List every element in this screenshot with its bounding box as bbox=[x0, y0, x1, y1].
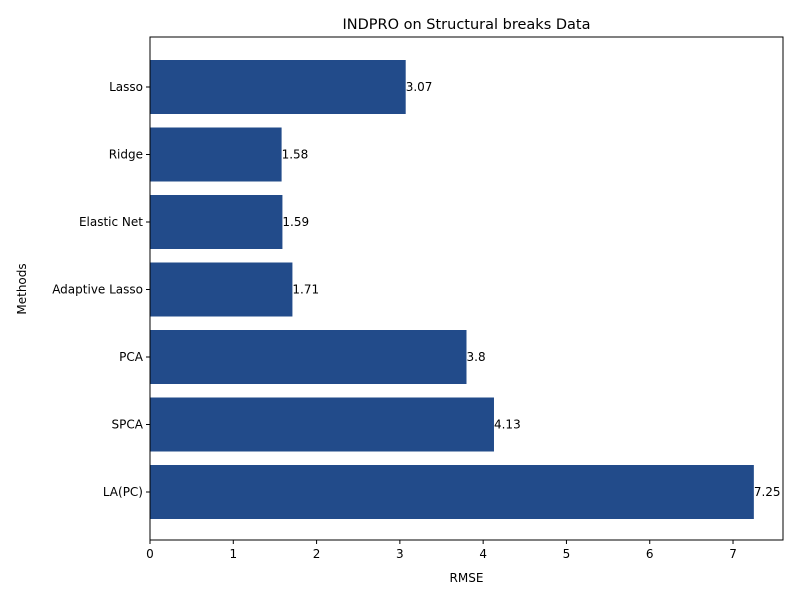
bar-value-label: 1.59 bbox=[282, 215, 309, 229]
x-tick-label: 4 bbox=[479, 547, 487, 561]
y-tick-label: SPCA bbox=[112, 418, 144, 432]
bar-value-label: 4.13 bbox=[494, 418, 521, 432]
bar-value-label: 1.71 bbox=[292, 283, 319, 297]
bar-value-label: 3.8 bbox=[467, 350, 486, 364]
y-tick-label: Ridge bbox=[109, 148, 143, 162]
x-tick-label: 6 bbox=[646, 547, 654, 561]
chart-title: INDPRO on Structural breaks Data bbox=[342, 17, 590, 33]
bar-value-label: 1.58 bbox=[282, 148, 309, 162]
bar bbox=[150, 262, 293, 317]
bar bbox=[150, 465, 754, 519]
y-tick-label: PCA bbox=[119, 350, 144, 364]
x-tick-label: 1 bbox=[229, 547, 237, 561]
x-tick-label: 2 bbox=[313, 547, 321, 561]
bar-value-label: 7.25 bbox=[754, 485, 781, 499]
x-axis: 0 1 2 3 4 5 6 7 bbox=[146, 540, 737, 561]
y-axis: Lasso Ridge Elastic Net Adaptive Lasso PCA SP… bbox=[52, 80, 150, 499]
y-tick-label: Adaptive Lasso bbox=[52, 283, 143, 297]
data-labels-layer: 3.07 1.58 1.59 1.71 3.8 4.13 7.25 bbox=[282, 80, 781, 499]
bar-value-label: 3.07 bbox=[406, 80, 433, 94]
y-axis-label: Methods bbox=[15, 263, 29, 314]
bar bbox=[150, 330, 467, 384]
bar bbox=[150, 60, 406, 114]
bar bbox=[150, 127, 282, 182]
y-tick-label: Lasso bbox=[109, 80, 143, 94]
bar bbox=[150, 397, 494, 452]
y-tick-label: LA(PC) bbox=[103, 485, 143, 499]
x-tick-label: 3 bbox=[396, 547, 404, 561]
x-tick-label: 7 bbox=[729, 547, 737, 561]
y-tick-label: Elastic Net bbox=[79, 215, 143, 229]
x-axis-label: RMSE bbox=[450, 571, 484, 585]
plot-frame bbox=[149, 36, 784, 541]
x-tick-label: 5 bbox=[563, 547, 571, 561]
bar bbox=[150, 195, 283, 249]
x-tick-label: 0 bbox=[146, 547, 154, 561]
bars-layer bbox=[150, 60, 754, 519]
